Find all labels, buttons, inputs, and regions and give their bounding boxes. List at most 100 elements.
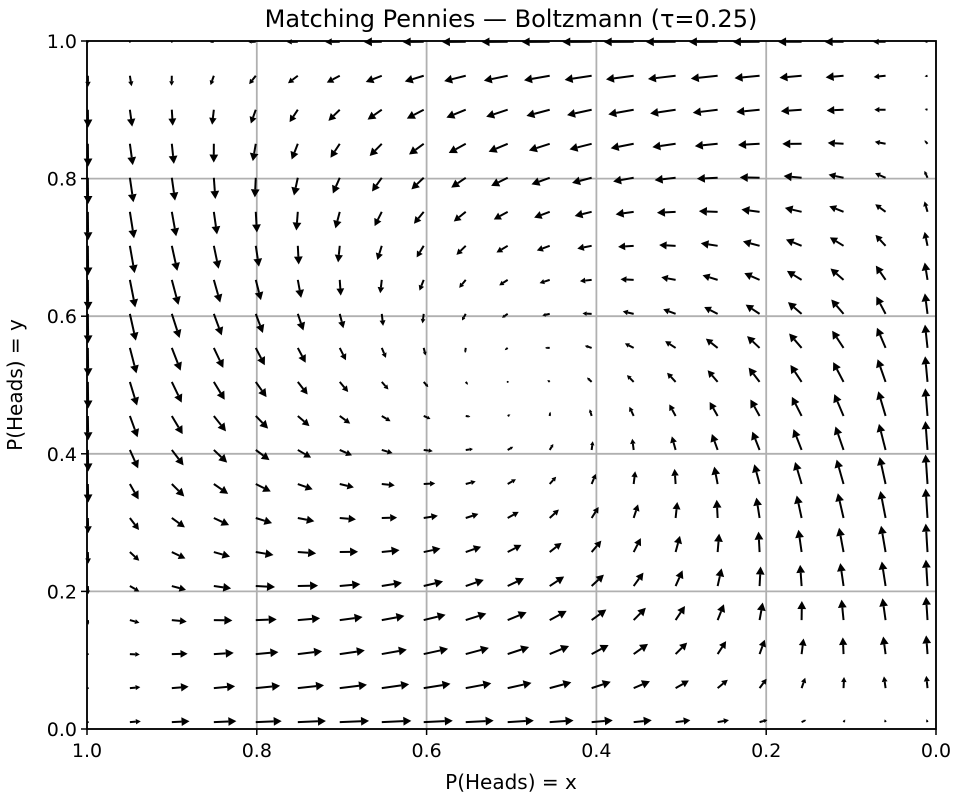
quiver-arrow: [128, 381, 139, 406]
quiver-arrow: [128, 313, 139, 341]
quiver-arrow: [590, 473, 597, 485]
quiver-arrow: [507, 716, 534, 726]
quiver-arrow: [622, 309, 634, 316]
quiver-arrow: [339, 547, 359, 557]
quiver-arrow: [742, 239, 760, 248]
quiver-arrow: [297, 614, 321, 624]
quiver-arrow: [548, 444, 554, 451]
quiver-arrow: [652, 141, 676, 151]
quiver-arrow: [837, 563, 846, 587]
quiver-arrow: [784, 205, 802, 214]
quiver-arrow: [876, 296, 887, 315]
quiver-arrow: [758, 639, 766, 655]
quiver-arrow: [548, 476, 557, 485]
quiver-arrow: [171, 717, 190, 727]
quiver-arrow: [404, 74, 425, 84]
quiver-arrow: [465, 480, 476, 486]
quiver-arrow: [213, 717, 237, 726]
quiver-arrow: [459, 279, 467, 288]
y-axis-ticks: 0.0 0.2 0.4 0.6 0.8 1.0: [47, 31, 87, 741]
quiver-arrow: [705, 338, 719, 349]
quiver-arrow: [464, 381, 469, 385]
quiver-arrow: [790, 364, 803, 383]
quiver-arrow: [255, 483, 271, 492]
quiver-arrow: [84, 517, 92, 534]
quiver-arrow: [572, 176, 592, 186]
quiver-arrow: [924, 74, 928, 78]
quiver-arrow: [501, 313, 509, 318]
quiver-arrow: [755, 566, 765, 587]
quiver-arrow: [797, 601, 807, 621]
quiver-arrow: [488, 142, 509, 153]
quiver-arrows: [83, 37, 932, 727]
quiver-arrow: [287, 74, 299, 84]
quiver-arrow: [255, 648, 279, 658]
quiver-arrow: [213, 550, 231, 559]
quiver-arrow: [126, 109, 136, 127]
quiver-arrow: [499, 279, 509, 286]
x-tick-label: 0.6: [411, 740, 441, 762]
quiver-arrow: [654, 174, 676, 184]
quiver-arrow: [582, 311, 592, 316]
quiver-arrow: [128, 415, 140, 438]
quiver-arrow: [169, 75, 175, 86]
quiver-arrow: [717, 718, 729, 724]
quiver-arrow: [549, 680, 572, 690]
quiver-arrow: [456, 245, 467, 255]
quiver-arrow: [874, 139, 886, 146]
quiver-arrow: [507, 446, 514, 451]
quiver-arrow: [739, 173, 760, 182]
quiver-arrow: [670, 436, 677, 451]
quiver-arrow: [213, 415, 226, 432]
quiver-arrow: [423, 612, 446, 622]
quiver-arrow: [212, 245, 222, 269]
quiver-arrow: [170, 381, 183, 403]
quiver-arrow: [465, 680, 492, 690]
quiver-arrow: [696, 173, 718, 183]
quiver-arrow: [921, 421, 931, 451]
quiver-arrow: [647, 73, 676, 83]
quiver-arrow: [631, 471, 638, 485]
quiver-arrow: [128, 347, 139, 374]
quiver-arrow: [632, 504, 640, 519]
quiver-arrow: [297, 381, 308, 395]
quiver-arrow: [496, 244, 509, 253]
quiver-arrow: [339, 449, 353, 456]
quiver-arrow: [665, 341, 677, 349]
quiver-arrow: [211, 211, 221, 235]
quiver-arrow: [326, 74, 341, 83]
quiver-arrow: [629, 406, 635, 417]
quiver-arrow: [465, 414, 471, 418]
quiver-arrow: [835, 493, 845, 519]
quiver-arrow: [375, 245, 383, 260]
quiver-arrow: [212, 313, 224, 336]
quiver-arrow: [884, 719, 887, 723]
quiver-arrow: [783, 172, 802, 182]
quiver-arrow: [289, 109, 299, 123]
quiver-arrow: [127, 143, 137, 166]
x-tick-label: 0.4: [581, 740, 611, 762]
quiver-arrow: [759, 719, 768, 724]
quiver-arrow: [416, 245, 425, 258]
quiver-arrow: [210, 177, 220, 199]
quiver-arrow: [381, 579, 402, 589]
quiver-arrow: [831, 299, 845, 315]
quiver-arrow: [564, 74, 592, 83]
quiver-arrow: [528, 142, 551, 153]
y-axis-label: P(Heads) = y: [3, 319, 27, 451]
quiver-arrow: [675, 717, 691, 725]
quiver-arrow: [128, 279, 139, 308]
quiver-arrow: [702, 273, 718, 282]
quiver-arrow: [168, 143, 178, 164]
quiver-arrow: [128, 449, 139, 469]
quiver-arrow: [590, 574, 604, 587]
quiver-arrow: [921, 454, 931, 485]
quiver-arrow: [330, 143, 341, 158]
quiver-arrow: [249, 109, 257, 124]
quiver-arrow: [253, 245, 263, 267]
quiver-arrow: [921, 488, 931, 519]
quiver-arrow: [339, 613, 363, 623]
quiver-arrow: [295, 279, 305, 298]
quiver-arrow: [291, 177, 300, 196]
quiver-arrow: [423, 545, 441, 555]
